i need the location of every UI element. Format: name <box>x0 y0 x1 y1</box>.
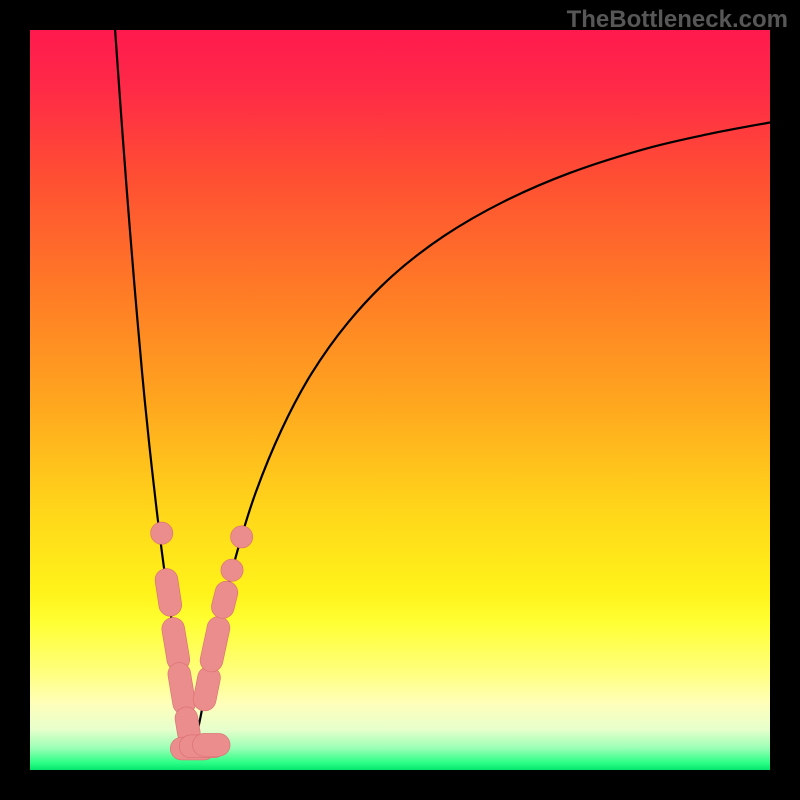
data-point-capsule <box>179 674 184 703</box>
data-point-dot <box>151 522 173 544</box>
data-point-capsule <box>205 678 209 700</box>
data-point-dot <box>221 559 243 581</box>
watermark-text: TheBottleneck.com <box>567 6 788 34</box>
data-point-capsule <box>223 593 227 607</box>
data-point-capsule <box>173 629 178 660</box>
chart-svg <box>30 30 770 770</box>
data-point-capsule <box>211 628 218 661</box>
data-point-capsule <box>186 718 188 733</box>
gradient-background <box>30 30 770 770</box>
plot-area <box>30 30 770 770</box>
data-point-dot <box>231 526 253 548</box>
outer-frame: TheBottleneck.com <box>0 0 800 800</box>
data-point-capsule <box>166 580 170 605</box>
